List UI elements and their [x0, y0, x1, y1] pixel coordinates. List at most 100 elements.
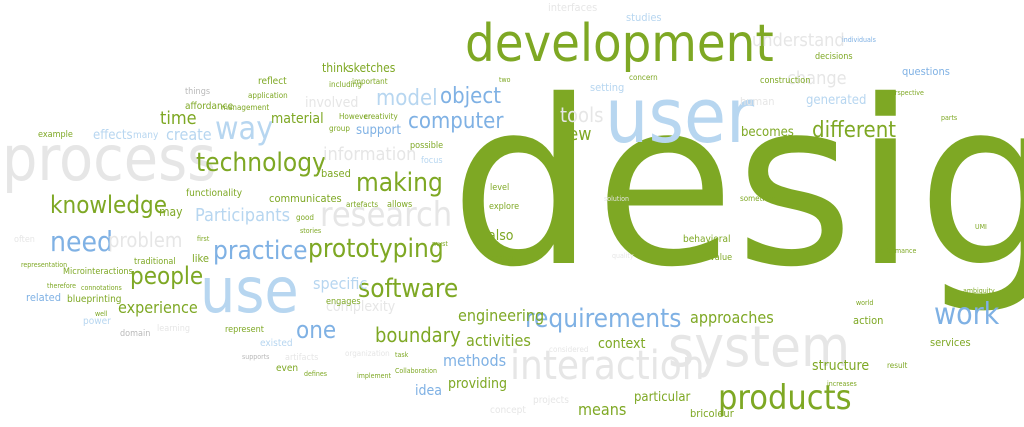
word-cloud-word: increases: [827, 380, 857, 388]
word-cloud-word: research: [320, 195, 453, 235]
word-cloud-word: value: [710, 253, 733, 263]
word-cloud-word: time: [160, 108, 197, 129]
word-cloud-word: approaches: [690, 308, 774, 327]
word-cloud-word: level: [490, 183, 510, 193]
word-cloud-word: something: [740, 194, 779, 203]
word-cloud-word: often: [14, 235, 35, 245]
word-cloud-word: use: [200, 254, 299, 327]
word-cloud-word: software: [358, 274, 459, 304]
word-cloud-word: development: [465, 14, 774, 74]
word-cloud-word: understand: [752, 30, 845, 51]
word-cloud-word: performance: [876, 247, 917, 255]
word-cloud-word: power: [83, 316, 111, 327]
word-cloud-word: making: [356, 168, 443, 198]
word-cloud-word: related: [26, 291, 61, 304]
word-cloud-word: organization: [345, 349, 390, 358]
word-cloud-word: possible: [410, 141, 444, 151]
word-cloud-word: one: [296, 316, 337, 344]
word-cloud-word: involved: [305, 95, 359, 111]
word-cloud-word: means: [578, 400, 627, 419]
word-cloud-word: people: [130, 262, 204, 290]
word-cloud-word: interaction: [510, 343, 705, 389]
word-cloud-word: analysis: [491, 254, 517, 262]
word-cloud-word: object: [440, 84, 501, 109]
word-cloud-word: studies: [626, 11, 662, 24]
word-cloud-word: action: [853, 314, 884, 327]
word-cloud-word: experience: [118, 298, 198, 317]
word-cloud-word: therefore: [47, 282, 77, 290]
word-cloud-word: UMI: [975, 223, 987, 231]
word-cloud-word: focus: [421, 156, 443, 166]
word-cloud-word: even: [276, 363, 299, 374]
word-cloud-word: good: [296, 213, 314, 222]
word-cloud-word: setting: [590, 81, 625, 94]
word-cloud-word: projects: [533, 395, 569, 406]
word-cloud-word: concern: [629, 73, 658, 82]
word-cloud-word: bricoleur: [690, 407, 734, 420]
word-cloud-word: perspective: [887, 89, 924, 97]
word-cloud-word: need: [50, 225, 113, 258]
word-cloud-word: design: [450, 51, 1024, 317]
word-cloud-word: decisions: [815, 52, 853, 62]
word-cloud-word: think: [322, 61, 350, 75]
word-cloud-word: reflect: [258, 76, 287, 87]
word-cloud-word: engages: [326, 297, 361, 307]
word-cloud-word: blueprinting: [67, 294, 122, 305]
word-cloud-word: work: [934, 297, 1000, 332]
word-cloud-word: create: [166, 125, 212, 144]
word-cloud-word: connotations: [81, 284, 122, 292]
word-cloud-word: generated: [806, 93, 867, 108]
word-cloud-word: stories: [300, 227, 322, 235]
word-cloud-word: parts: [941, 114, 958, 122]
word-cloud-word: individuals: [842, 36, 876, 44]
word-cloud-word: human: [740, 95, 775, 108]
word-cloud-word: information: [323, 144, 417, 165]
word-cloud-word: considered: [549, 345, 589, 354]
word-cloud-word: things: [185, 87, 211, 97]
word-cloud-word: Collaboration: [395, 367, 437, 375]
word-cloud-word: traditional: [134, 257, 176, 267]
word-cloud-word: may: [159, 205, 183, 219]
word-cloud-word: explore: [489, 202, 520, 212]
word-cloud-word: first: [197, 235, 210, 243]
word-cloud-word: specific: [313, 274, 368, 293]
word-cloud-word: application: [248, 91, 288, 100]
word-cloud-word: management: [221, 103, 270, 112]
word-cloud-word: providing: [448, 376, 508, 392]
word-cloud-word: activities: [466, 331, 531, 350]
word-cloud-word: existed: [260, 338, 293, 349]
word-cloud-word: two: [499, 76, 511, 84]
word-cloud-word: example: [38, 130, 73, 140]
word-cloud-word: allows: [387, 200, 413, 210]
word-cloud-word: products: [718, 378, 852, 418]
word-cloud-word: implement: [357, 372, 391, 380]
word-cloud-word: many: [133, 130, 159, 141]
word-cloud-word: tools: [560, 103, 604, 127]
word-cloud-word: concept: [490, 405, 526, 416]
word-cloud-word: knowledge: [50, 191, 168, 219]
word-cloud-word: system: [668, 315, 851, 380]
word-cloud-word: engineering: [458, 306, 545, 325]
word-cloud-word: idea: [415, 383, 442, 399]
word-cloud-word: user: [605, 71, 755, 160]
word-cloud-word: result: [887, 361, 908, 370]
word-cloud-word: solution: [604, 195, 629, 203]
word-cloud-word: prototyping: [308, 234, 444, 264]
word-cloud-word: material: [271, 111, 324, 127]
word-cloud-word: interfaces: [548, 1, 598, 14]
word-cloud-word: questions: [902, 65, 950, 78]
word-cloud-word: methods: [443, 351, 507, 370]
word-cloud-word: important: [352, 77, 388, 86]
word-cloud-word: sketches: [348, 61, 396, 75]
word-cloud-word: requirements: [525, 304, 682, 334]
word-cloud-word: Participants: [195, 205, 291, 226]
word-cloud-word: boundary: [375, 323, 461, 347]
word-cloud-word: Microinteractions: [63, 267, 133, 277]
word-cloud-word: well: [95, 310, 108, 318]
word-cloud-word: represent: [225, 325, 264, 335]
word-cloud-word: like: [192, 252, 209, 265]
word-cloud-word: functionality: [186, 188, 243, 199]
word-cloud-word: creativity: [364, 112, 398, 121]
word-cloud-word: structure: [812, 358, 870, 374]
